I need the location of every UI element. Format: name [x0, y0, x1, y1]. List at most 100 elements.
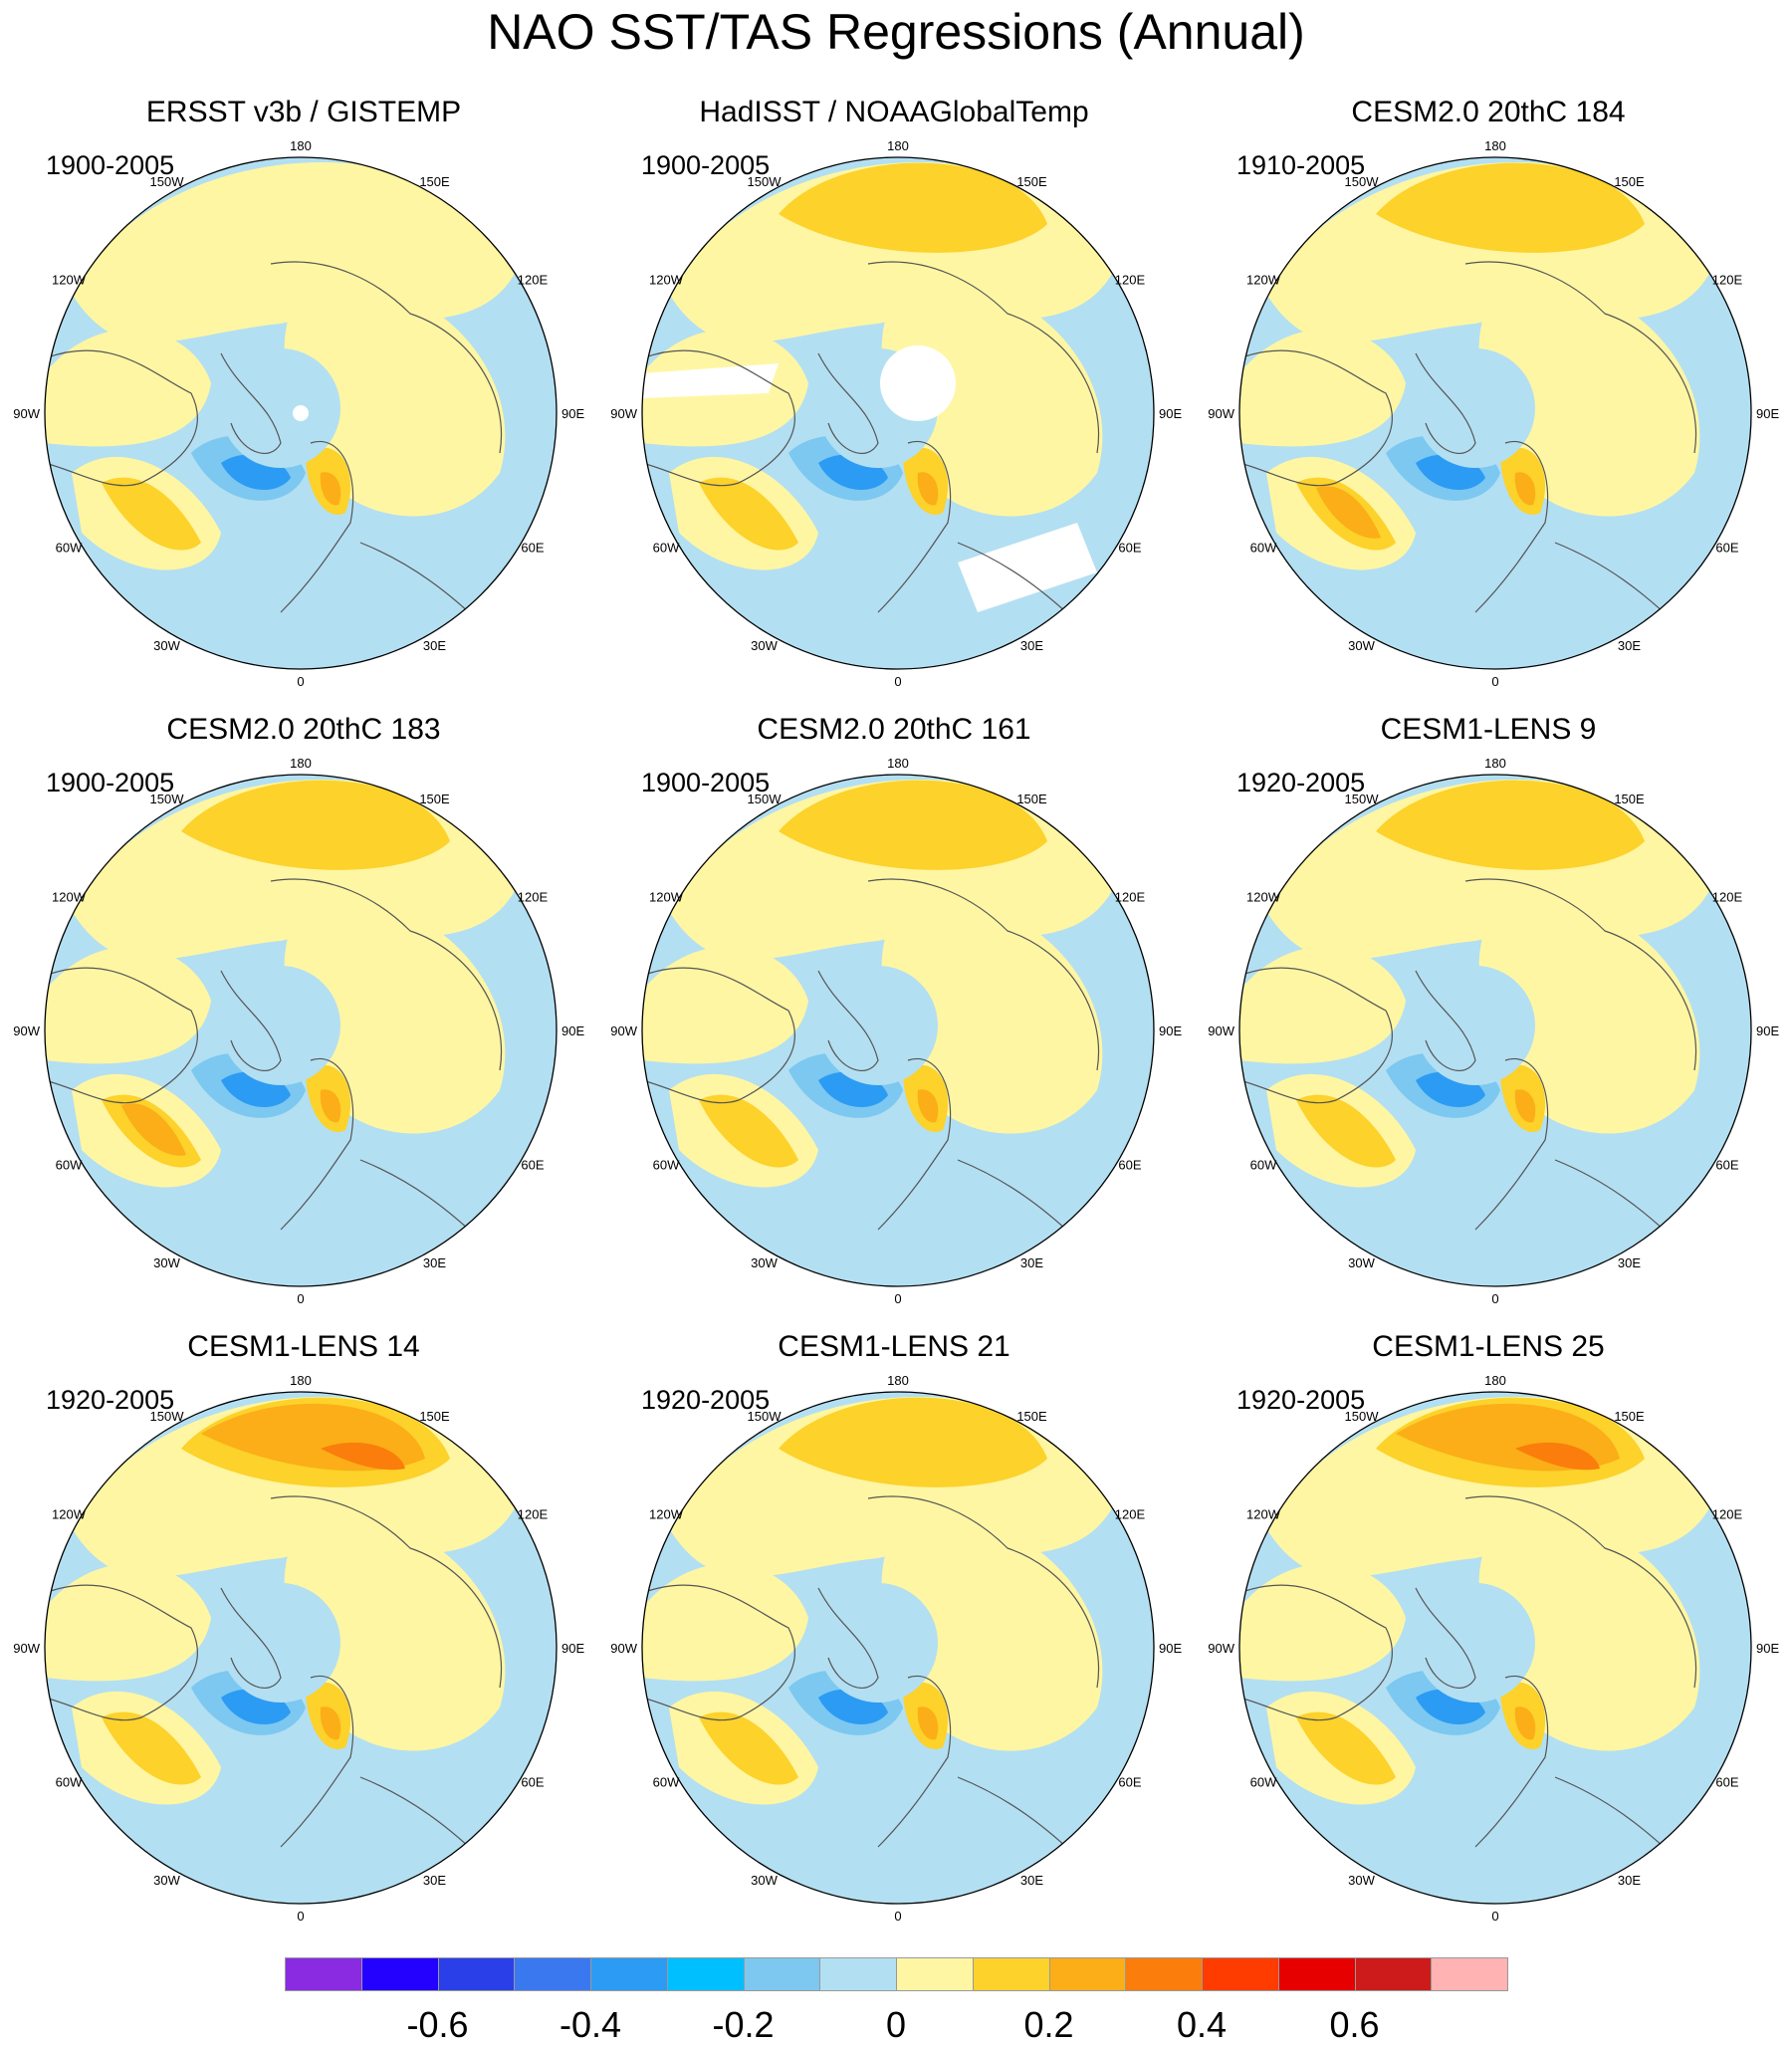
colorbar-tick-label: 0	[885, 2004, 907, 2045]
longitude-label: 150W	[1345, 1409, 1380, 1424]
longitude-label: 150E	[419, 1409, 450, 1424]
polar-map: 180 150E 120E 90E 60E 30E 0 30W 60W 90W 120W 150W	[610, 1373, 1182, 1924]
colorbar-tick-label: 0.6	[1329, 2004, 1380, 2045]
longitude-label: 30E	[1020, 1255, 1043, 1270]
map-panel: CESM2.0 20thC 183 1900-2005 180 150E 120E 90E…	[0, 712, 597, 1329]
longitude-label: 60E	[521, 1775, 544, 1790]
longitude-label: 60W	[653, 541, 680, 556]
colorbar-swatch	[1277, 1957, 1356, 1991]
polar-map: 180 150E 120E 90E 60E 30E 0 30W 60W 90W 120W 150W	[13, 138, 584, 689]
longitude-label: 60W	[1250, 1775, 1277, 1790]
longitude-label: 120W	[649, 890, 684, 905]
longitude-label: 30W	[153, 638, 180, 653]
longitude-label: 150W	[748, 1409, 783, 1424]
longitude-label: 150E	[419, 174, 450, 189]
panel-title: CESM2.0 20thC 184	[1351, 96, 1626, 128]
longitude-label: 180	[887, 138, 909, 153]
panel-title: CESM1-LENS 9	[1380, 713, 1597, 746]
longitude-label: 60E	[1715, 541, 1738, 556]
longitude-label: 150W	[150, 1409, 185, 1424]
panel-period: 1920-2005	[1236, 1385, 1366, 1415]
panel-period: 1900-2005	[641, 768, 771, 797]
map-panel: CESM1-LENS 21 1920-2005 180 150E 120E 90E 60E 3…	[597, 1329, 1195, 1946]
map-fill	[1239, 1392, 1751, 1904]
polar-map: 180 150E 120E 90E 60E 30E 0 30W 60W 90W 120W 150W	[13, 756, 584, 1306]
panel-title: CESM1-LENS 14	[187, 1330, 420, 1363]
polar-map: 180 150E 120E 90E 60E 30E 0 30W 60W 90W 120W 150W	[1208, 138, 1779, 689]
longitude-label: 0	[894, 674, 901, 689]
longitude-label: 30E	[1020, 1873, 1043, 1888]
colorbar-swatch	[1048, 1957, 1127, 1991]
longitude-label: 60W	[56, 1775, 83, 1790]
colorbar-swatch	[896, 1957, 974, 1991]
longitude-label: 150E	[1016, 174, 1047, 189]
colorbar-swatch	[819, 1957, 897, 1991]
longitude-label: 60E	[1715, 1775, 1738, 1790]
longitude-label: 120E	[518, 1507, 549, 1522]
longitude-label: 150E	[1614, 1409, 1645, 1424]
longitude-label: 120W	[52, 273, 87, 288]
longitude-label: 150E	[1614, 174, 1645, 189]
coastlines	[45, 1495, 503, 1868]
longitude-label: 0	[894, 1291, 901, 1306]
longitude-label: 90E	[1159, 406, 1182, 421]
longitude-label: 30E	[1020, 638, 1043, 653]
longitude-label: 120W	[649, 1507, 684, 1522]
longitude-label: 60W	[56, 541, 83, 556]
map-fill	[45, 775, 557, 1286]
longitude-label: 30W	[751, 638, 778, 653]
main-title: NAO SST/TAS Regressions (Annual)	[487, 4, 1305, 60]
colorbar-swatch	[437, 1957, 516, 1991]
longitude-label: 60E	[521, 541, 544, 556]
longitude-label: 0	[1491, 1291, 1498, 1306]
longitude-label: 180	[887, 1373, 909, 1388]
panel-period: 1910-2005	[1236, 150, 1366, 180]
panel-period: 1900-2005	[46, 150, 175, 180]
longitude-label: 0	[1491, 674, 1498, 689]
colorbar-swatch	[666, 1957, 745, 1991]
longitude-label: 60W	[1250, 541, 1277, 556]
panel-title: CESM2.0 20thC 183	[166, 713, 441, 746]
longitude-label: 0	[297, 1909, 304, 1924]
longitude-label: 90W	[610, 1023, 637, 1038]
longitude-label: 150W	[1345, 792, 1380, 806]
longitude-label: 90E	[561, 406, 584, 421]
map-panel: CESM1-LENS 9 1920-2005 180 150E 120E 90E 60E 30…	[1195, 712, 1792, 1329]
panel-title: ERSST v3b / GISTEMP	[145, 96, 462, 128]
longitude-label: 180	[290, 138, 312, 153]
longitude-label: 90W	[1208, 406, 1234, 421]
longitude-label: 120E	[1712, 1507, 1743, 1522]
longitude-label: 30W	[153, 1873, 180, 1888]
map-panel: CESM2.0 20thC 184 1910-2005 180 150E 120E 90E…	[1195, 95, 1792, 712]
longitude-label: 120W	[1246, 273, 1281, 288]
colorbar-tick-label: 0.2	[1023, 2004, 1074, 2045]
longitude-label: 60W	[1250, 1158, 1277, 1173]
longitude-label: 180	[1484, 138, 1506, 153]
longitude-label: 150E	[419, 792, 450, 806]
map-fill	[642, 775, 1154, 1286]
longitude-label: 180	[1484, 1373, 1506, 1388]
colorbar-tick-label: -0.6	[406, 2004, 469, 2045]
longitude-label: 120W	[52, 890, 87, 905]
map-fill	[45, 1392, 557, 1904]
longitude-label: 120E	[1115, 273, 1146, 288]
longitude-label: 180	[887, 756, 909, 771]
longitude-label: 30E	[423, 1873, 446, 1888]
panel-title: CESM2.0 20thC 161	[757, 713, 1031, 746]
longitude-label: 90E	[1756, 406, 1779, 421]
longitude-label: 150E	[1016, 1409, 1047, 1424]
polar-map: 180 150E 120E 90E 60E 30E 0 30W 60W 90W 120W 150W	[13, 1373, 584, 1924]
map-fill	[1239, 775, 1751, 1286]
panel-period: 1920-2005	[46, 1385, 175, 1415]
longitude-label: 30E	[423, 638, 446, 653]
longitude-label: 60E	[521, 1158, 544, 1173]
panel-period: 1900-2005	[46, 768, 175, 797]
longitude-label: 60E	[1118, 1158, 1141, 1173]
longitude-label: 90E	[561, 1641, 584, 1656]
panel-title: HadISST / NOAAGlobalTemp	[699, 96, 1089, 128]
longitude-label: 90W	[13, 406, 40, 421]
longitude-label: 60W	[56, 1158, 83, 1173]
polar-map: 180 150E 120E 90E 60E 30E 0 30W 60W 90W 120W 150W	[610, 138, 1182, 689]
colorbar-swatch	[285, 1957, 362, 1991]
longitude-label: 150W	[150, 174, 185, 189]
